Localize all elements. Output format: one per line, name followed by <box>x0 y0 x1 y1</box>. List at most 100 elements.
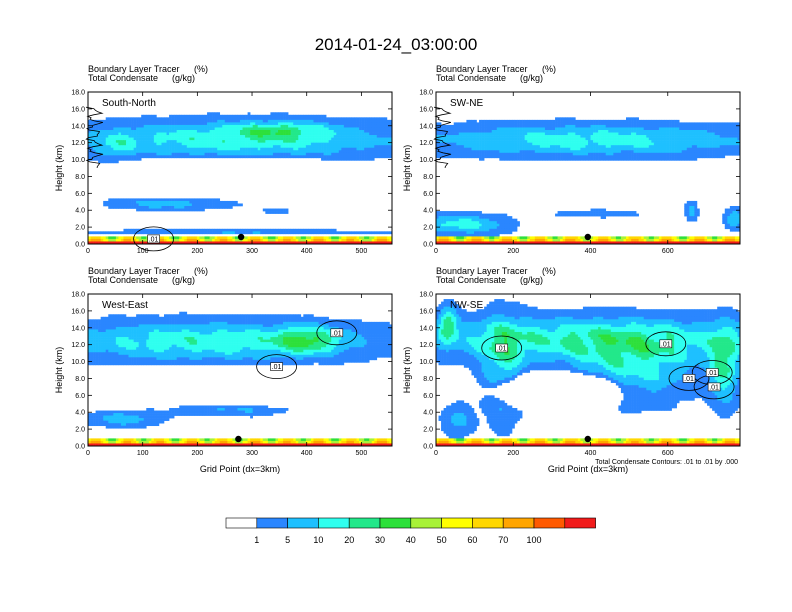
field-cell <box>237 137 241 141</box>
field-cell <box>240 140 243 143</box>
field-cell <box>722 145 726 149</box>
field-cell <box>681 150 685 154</box>
field-cell <box>186 231 190 235</box>
field-cell <box>234 238 238 242</box>
field-cell <box>141 152 145 156</box>
field-cell <box>260 145 264 149</box>
field-cell <box>351 157 355 161</box>
field-cell <box>641 142 645 146</box>
field-cell <box>734 137 738 141</box>
field-cell <box>303 132 307 136</box>
field-cell <box>658 145 662 149</box>
field-cell <box>702 135 705 138</box>
field-cell <box>613 130 617 133</box>
field-cell <box>189 198 193 202</box>
field-cell <box>689 137 693 141</box>
field-cell <box>364 122 367 126</box>
field-cell <box>313 238 317 242</box>
field-cell <box>598 150 601 154</box>
field-cell <box>257 132 261 136</box>
field-cell <box>489 140 493 143</box>
field-cell <box>138 124 142 128</box>
field-cell <box>590 142 594 146</box>
field-cell <box>245 130 248 133</box>
field-cell <box>379 140 383 143</box>
field-cell <box>712 152 715 156</box>
field-cell <box>709 132 713 136</box>
field-cell <box>684 157 688 161</box>
field-cell <box>146 142 150 146</box>
field-cell <box>204 114 208 118</box>
field-cell <box>570 150 574 154</box>
field-cell <box>133 117 137 121</box>
field-cell <box>699 152 703 156</box>
field-cell <box>174 155 177 159</box>
field-cell <box>237 140 241 143</box>
field-cell <box>115 236 119 240</box>
field-cell <box>512 147 515 151</box>
field-cell <box>123 206 127 209</box>
field-cell <box>471 127 475 131</box>
field-cell <box>90 236 94 240</box>
field-cell <box>643 124 647 128</box>
field-cell <box>364 236 367 240</box>
field-cell <box>227 147 231 151</box>
field-cell <box>722 122 726 126</box>
field-cell <box>717 147 721 151</box>
field-cell <box>212 137 215 141</box>
field-cell <box>272 117 276 121</box>
field-cell <box>229 145 233 149</box>
field-cell <box>648 135 652 138</box>
field-cell <box>555 117 558 121</box>
field-cell <box>181 147 185 151</box>
field-cell <box>196 127 200 131</box>
field-cell <box>633 213 637 217</box>
field-cell <box>303 152 307 156</box>
field-cell <box>359 122 362 126</box>
field-cell <box>171 147 175 151</box>
field-cell <box>379 231 383 235</box>
field-cell <box>580 142 584 146</box>
field-cell <box>707 132 710 136</box>
field-cell <box>620 145 624 149</box>
field-cell <box>146 130 150 133</box>
field-cell <box>702 137 705 141</box>
field-cell <box>184 236 188 240</box>
field-cell <box>280 150 284 154</box>
field-cell <box>653 147 657 151</box>
field-cell <box>471 155 475 159</box>
field-cell <box>300 236 304 240</box>
field-cell <box>202 203 205 207</box>
field-cell <box>512 157 515 161</box>
field-cell <box>694 211 698 214</box>
field-cell <box>456 137 460 141</box>
field-cell <box>126 124 129 128</box>
field-cell <box>148 147 152 151</box>
field-cell <box>542 124 546 128</box>
field-cell <box>463 150 467 154</box>
field-cell <box>379 236 383 240</box>
field-cell <box>156 198 160 202</box>
field-cell <box>176 137 180 141</box>
field-cell <box>341 147 345 151</box>
field-cell <box>366 127 370 131</box>
field-cell <box>722 132 726 136</box>
field-cell <box>265 137 269 141</box>
field-cell <box>514 122 518 126</box>
field-cell <box>338 241 342 245</box>
field-cell <box>158 228 162 232</box>
field-cell <box>709 124 713 128</box>
field-cell <box>494 145 498 149</box>
field-cell <box>318 137 322 141</box>
field-cell <box>272 238 276 242</box>
field-cell <box>496 142 500 146</box>
field-cell <box>684 155 688 159</box>
field-cell <box>359 137 362 141</box>
field-cell <box>384 150 388 154</box>
field-cell <box>555 145 558 149</box>
field-cell <box>359 130 362 133</box>
field-cell <box>610 150 614 154</box>
field-cell <box>224 135 228 138</box>
field-cell <box>288 241 291 245</box>
field-cell <box>582 122 586 126</box>
